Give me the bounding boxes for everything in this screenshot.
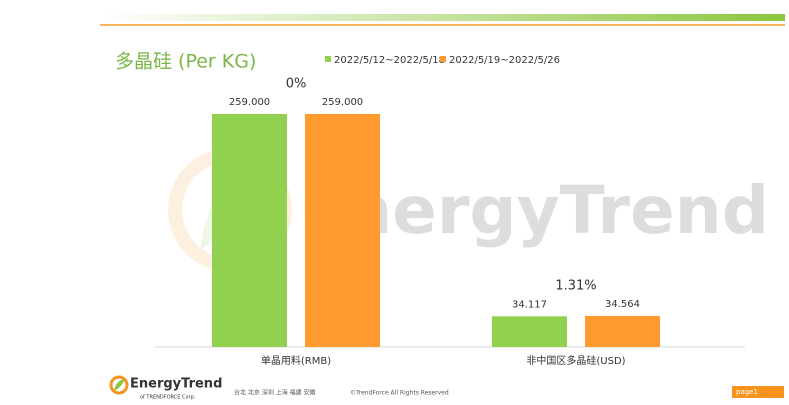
logo-icon	[109, 375, 129, 395]
offices: 台北 北京 深圳 上海 福建 安徽	[234, 389, 316, 397]
bar	[585, 315, 660, 347]
annotation: 0%	[286, 77, 307, 92]
chart-title: 多晶硅 (Per KG)	[115, 51, 256, 73]
value-label: 34.564	[605, 299, 640, 310]
logo-sub: of TRENDFORCE Corp.	[140, 395, 196, 401]
bar	[305, 114, 380, 347]
value-label: 259.000	[229, 97, 270, 108]
logo-leaf	[114, 379, 125, 391]
page-number: page1	[736, 388, 758, 396]
x-tick-label: 单晶用料(RMB)	[261, 354, 331, 367]
annotation: 1.31%	[555, 278, 596, 293]
legend-swatch	[440, 56, 446, 62]
x-tick-label: 非中国区多晶硅(USD)	[526, 354, 625, 367]
bar	[492, 316, 567, 347]
copyright: ©TrendForce All Rights Reserved	[350, 390, 449, 397]
footer: EnergyTrend of TRENDFORCE Corp. 台北 北京 深圳…	[109, 375, 784, 401]
top-band	[100, 14, 785, 21]
value-label: 34.117	[512, 299, 547, 310]
legend-swatch	[325, 56, 331, 62]
legend-label: 2022/5/12~2022/5/18	[334, 55, 445, 66]
value-label: 259.000	[322, 97, 363, 108]
logo-text: EnergyTrend	[130, 377, 222, 392]
bar	[212, 114, 287, 347]
legend-label: 2022/5/19~2022/5/26	[449, 55, 560, 66]
page-box	[732, 386, 784, 398]
top-line	[100, 24, 785, 26]
